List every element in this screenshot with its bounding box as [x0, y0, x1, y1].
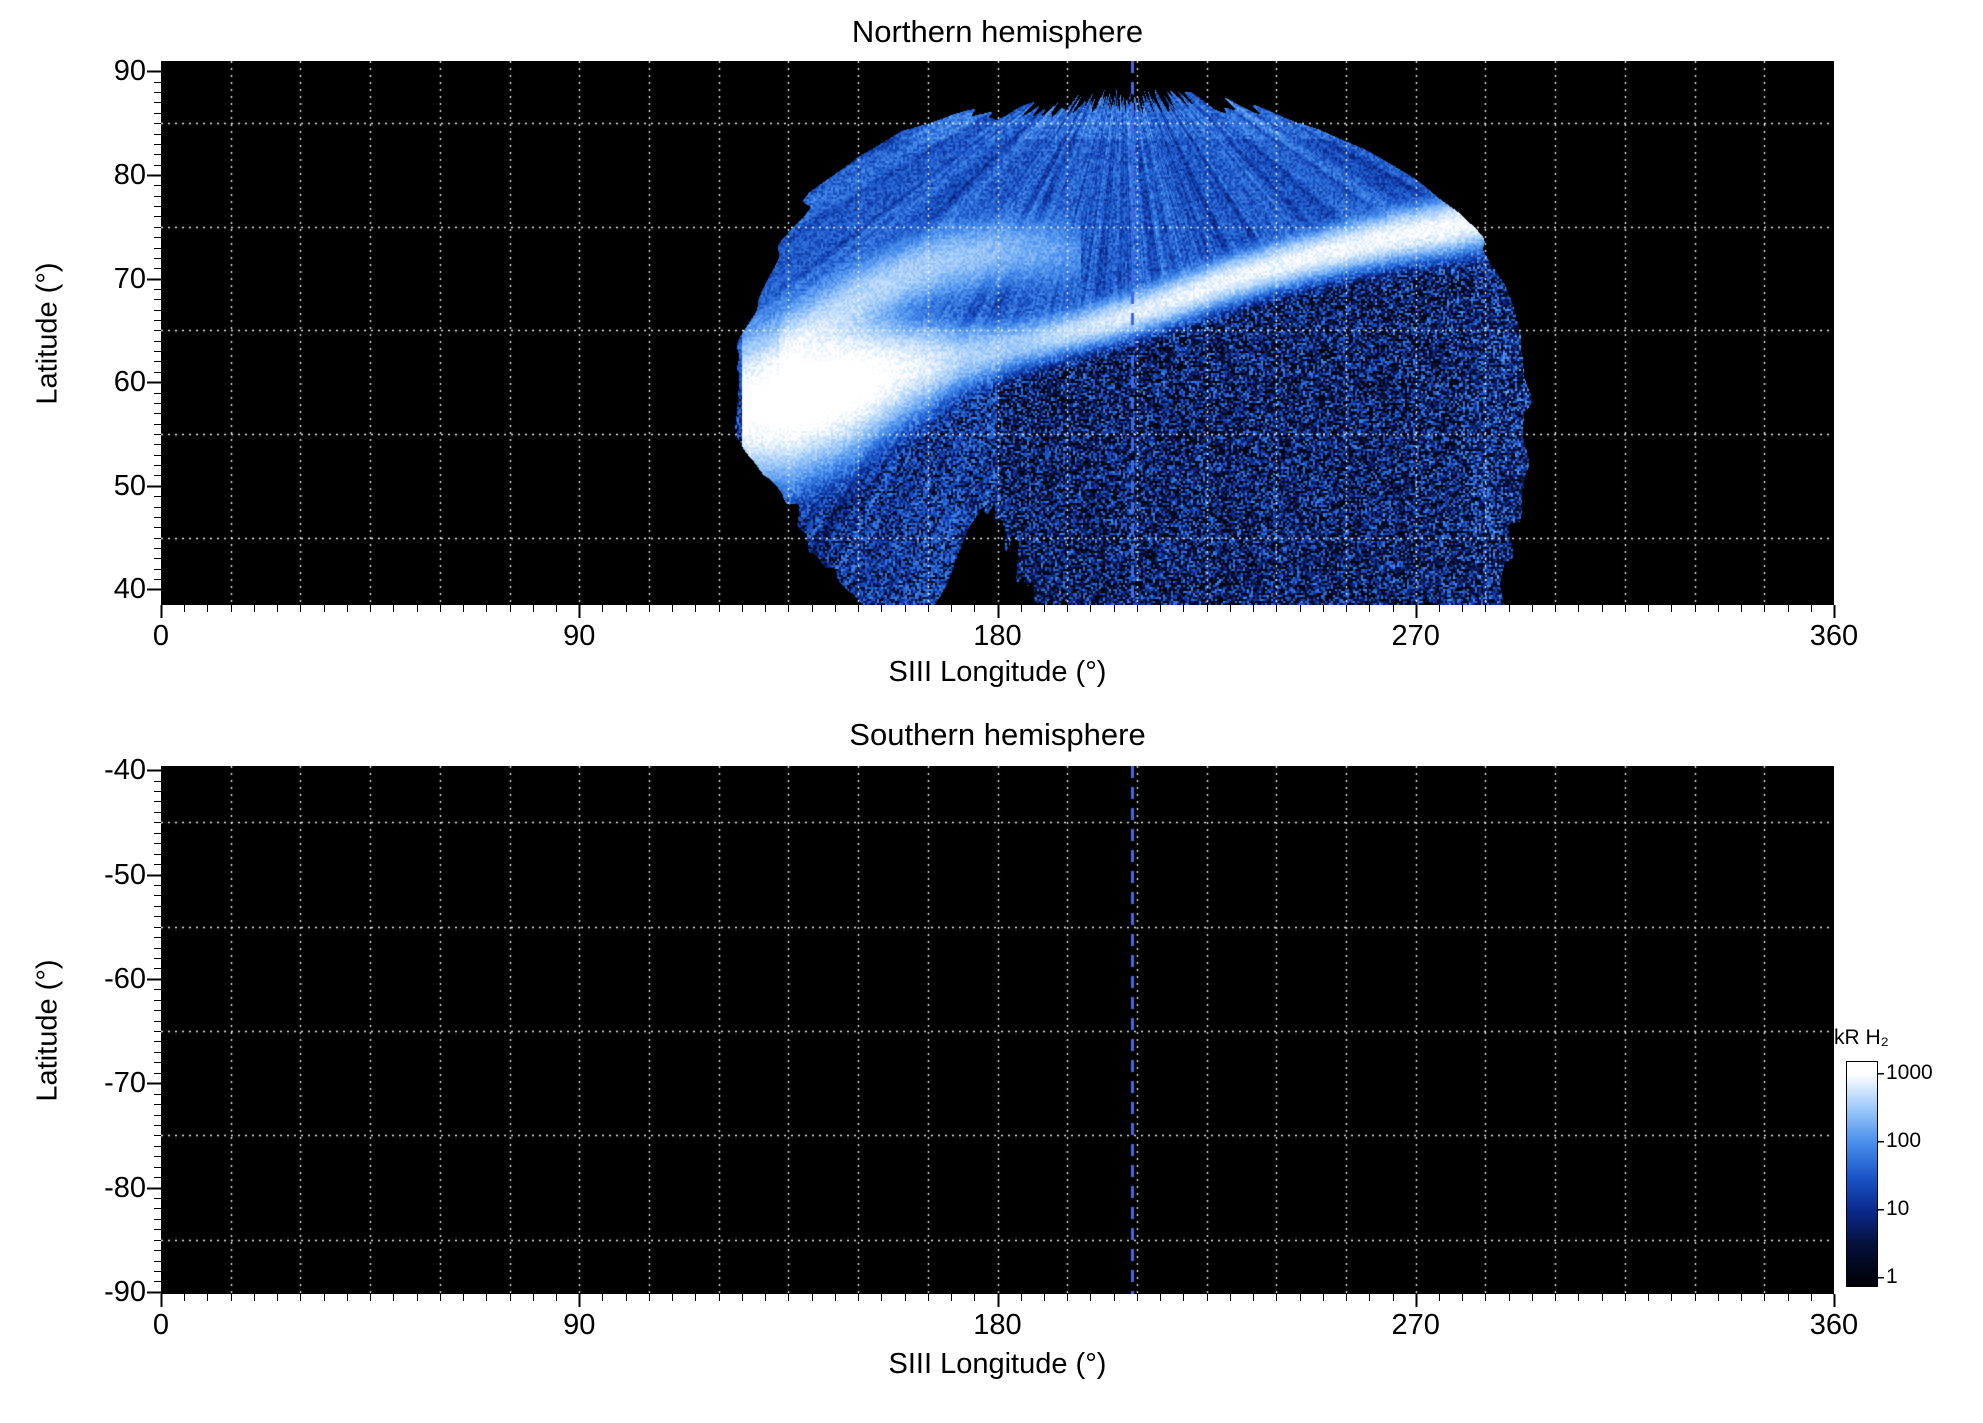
x-tick-label: 360 [1809, 620, 1859, 652]
colorbar-tick-label: 1000 [1886, 1060, 1933, 1084]
north-hemisphere-map [161, 61, 1834, 605]
y-tick-label: 90 [113, 55, 146, 88]
south-hemisphere-map [161, 766, 1834, 1294]
tick-marks [1878, 1072, 1884, 1279]
x-tick-label: 0 [152, 620, 170, 652]
y-tick-label: 70 [113, 262, 146, 295]
y-tick-label: 60 [113, 366, 146, 399]
y-tick-label: 40 [113, 573, 146, 606]
x-tick-label: 270 [1391, 1309, 1440, 1341]
panel-title-north: Northern hemisphere [851, 14, 1144, 49]
colorbar-tick-label: 10 [1886, 1196, 1910, 1220]
y-tick-label: -90 [104, 1275, 146, 1308]
x-tick-label: 270 [1391, 620, 1440, 652]
y-tick-label: 50 [113, 469, 146, 502]
x-tick-label: 90 [563, 1309, 596, 1341]
x-tick-label: 180 [973, 1309, 1022, 1341]
x-tick-label: 0 [152, 1309, 170, 1341]
x-axis-label-south: SIII Longitude (°) [888, 1348, 1107, 1380]
y-axis-label-south: Latitude (°) [31, 959, 64, 1102]
colorbar-tick-label: 1 [1886, 1264, 1898, 1288]
y-tick-label: -70 [104, 1067, 146, 1100]
y-tick-label: -80 [104, 1171, 146, 1204]
y-tick-label: -60 [104, 962, 146, 995]
colorbar-gradient [1846, 1061, 1878, 1287]
x-axis-label-north: SIII Longitude (°) [888, 656, 1107, 688]
x-tick-label: 360 [1809, 1309, 1859, 1341]
colorbar-title: kR H₂ [1834, 1026, 1889, 1049]
y-tick-label: -40 [104, 754, 146, 787]
x-tick-label: 90 [563, 620, 596, 652]
panel-title-south: Southern hemisphere [849, 717, 1146, 752]
x-tick-label: 180 [973, 620, 1022, 652]
y-tick-label: -50 [104, 858, 146, 891]
colorbar-tick-label: 100 [1886, 1128, 1922, 1152]
y-tick-label: 80 [113, 158, 146, 191]
